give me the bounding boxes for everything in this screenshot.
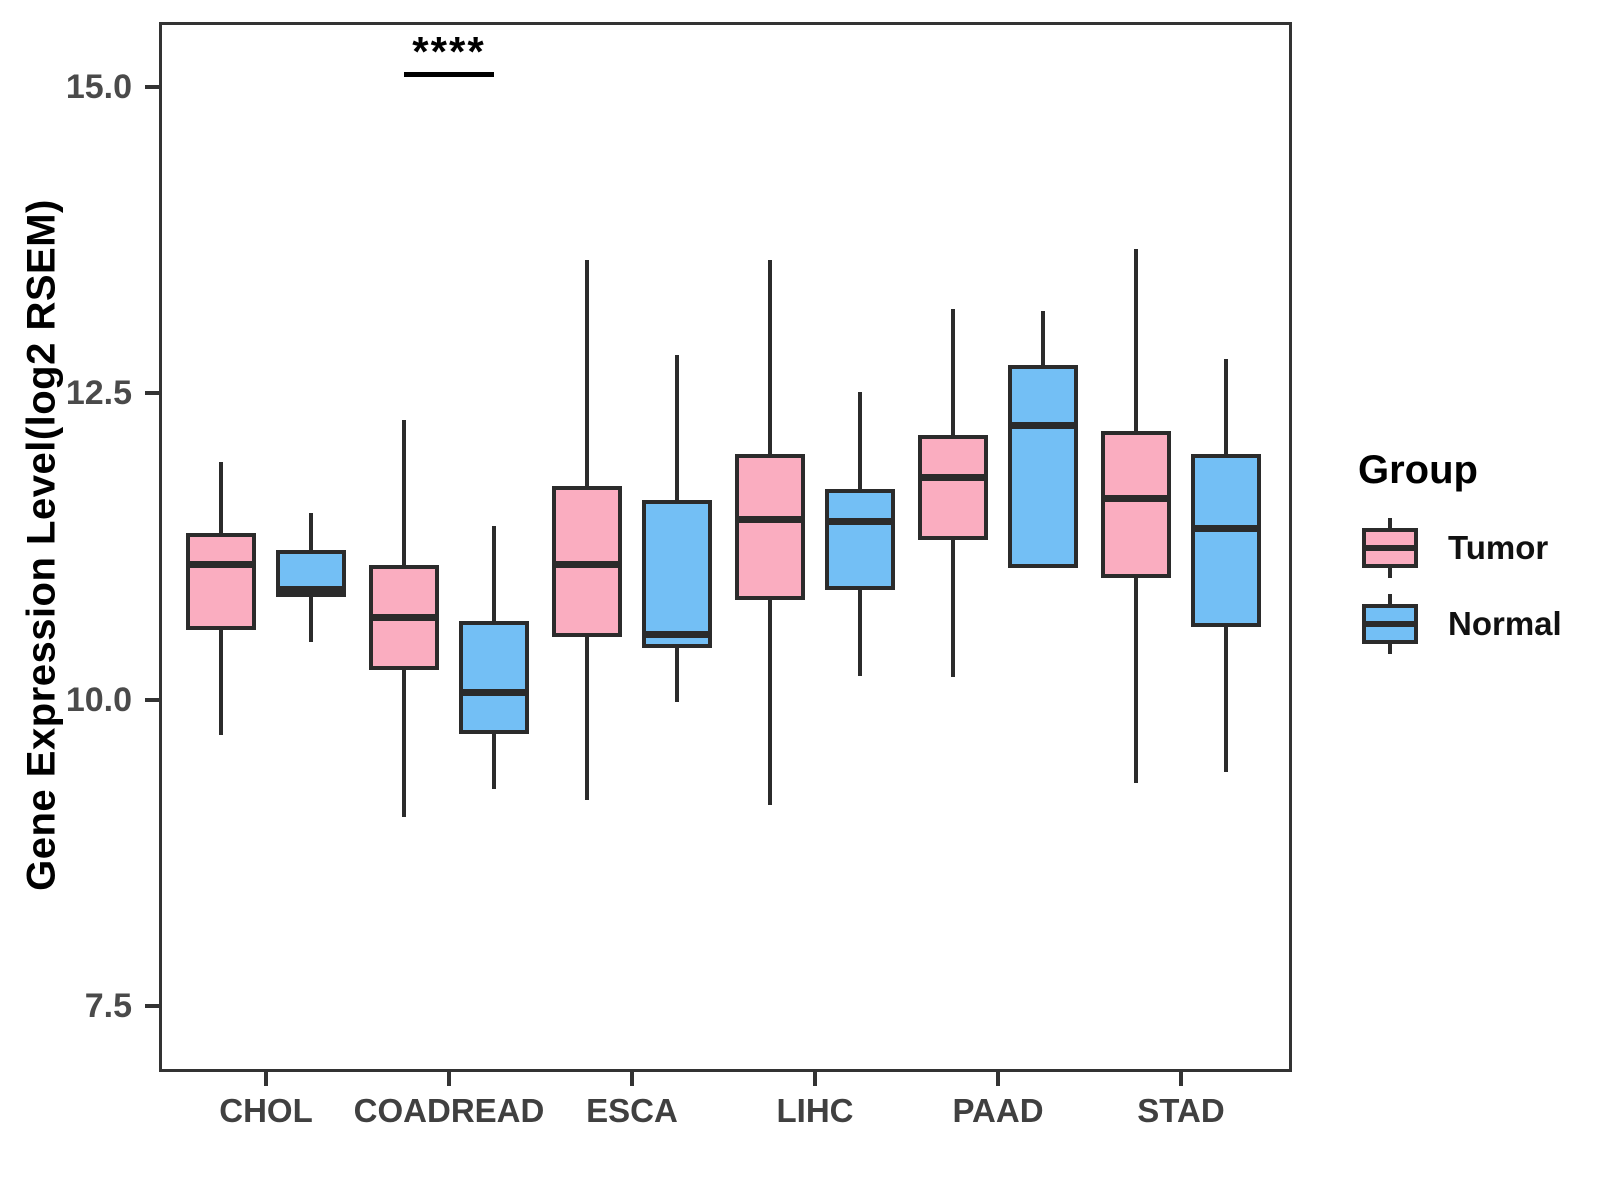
x-tick-mark (1179, 1072, 1183, 1086)
legend-entry-normal: Normal (1356, 593, 1596, 655)
key-upper-whisker (1388, 518, 1392, 528)
median-normal-COADREAD (463, 688, 525, 696)
y-tick-mark (145, 697, 159, 702)
x-tick-mark (447, 1072, 451, 1086)
box-tumor-PAAD (918, 434, 988, 541)
box-normal-PAAD (1008, 365, 1078, 569)
median-tumor-PAAD (922, 474, 984, 482)
key-upper-whisker (1388, 594, 1392, 604)
median-normal-PAAD (1012, 421, 1074, 429)
x-axis-label-esca: ESCA (586, 1092, 678, 1129)
box-normal-LIHC (825, 488, 895, 591)
x-axis-label-coadread: COADREAD (353, 1092, 545, 1129)
median-normal-STAD (1195, 524, 1257, 532)
x-axis-label-paad: PAAD (952, 1092, 1044, 1129)
box-normal-STAD (1191, 454, 1261, 628)
key-lower-whisker (1388, 568, 1392, 578)
box-tumor-LIHC (735, 454, 805, 601)
legend-label-normal: Normal (1448, 605, 1562, 642)
y-tick-label: 7.5 (84, 986, 132, 1025)
box-normal-ESCA (642, 499, 712, 649)
y-tick-label: 10.0 (65, 680, 132, 719)
key-median-line (1366, 545, 1414, 551)
box-tumor-STAD (1101, 431, 1171, 579)
y-tick-mark (145, 1003, 159, 1008)
legend-entry-tumor: Tumor (1356, 517, 1596, 579)
x-axis-label-stad: STAD (1137, 1092, 1225, 1129)
median-normal-ESCA (646, 631, 708, 639)
median-tumor-COADREAD (373, 613, 435, 621)
y-tick-mark (145, 84, 159, 89)
median-tumor-ESCA (556, 561, 618, 569)
y-tick-label: 12.5 (65, 374, 132, 413)
x-axis-label-chol: CHOL (219, 1092, 313, 1129)
median-normal-LIHC (829, 518, 891, 526)
box-tumor-CHOL (186, 532, 256, 630)
y-tick-label: 15.0 (65, 67, 132, 106)
significance-stars: **** (412, 27, 486, 75)
legend-label-tumor: Tumor (1448, 529, 1549, 566)
legend: Group Tumor Normal (1356, 448, 1596, 669)
median-tumor-STAD (1105, 495, 1167, 503)
y-axis-title: Gene Expression Level(log2 RSEM) (19, 199, 64, 891)
significance-bar (404, 72, 494, 78)
x-tick-mark (813, 1072, 817, 1086)
key-box (1362, 528, 1418, 568)
normal-boxplot-key-icon (1362, 594, 1418, 654)
y-tick-mark (145, 391, 159, 396)
x-tick-mark (264, 1072, 268, 1086)
key-lower-whisker (1388, 644, 1392, 654)
median-tumor-CHOL (190, 561, 252, 569)
key-median-line (1366, 621, 1414, 627)
legend-title: Group (1358, 448, 1478, 492)
x-tick-mark (996, 1072, 1000, 1086)
tumor-boxplot-key-icon (1362, 518, 1418, 578)
key-box (1362, 604, 1418, 644)
median-normal-CHOL (280, 585, 342, 593)
median-tumor-LIHC (739, 515, 801, 523)
x-axis-label-lihc: LIHC (776, 1092, 854, 1129)
x-tick-mark (630, 1072, 634, 1086)
box-normal-COADREAD (459, 621, 529, 734)
